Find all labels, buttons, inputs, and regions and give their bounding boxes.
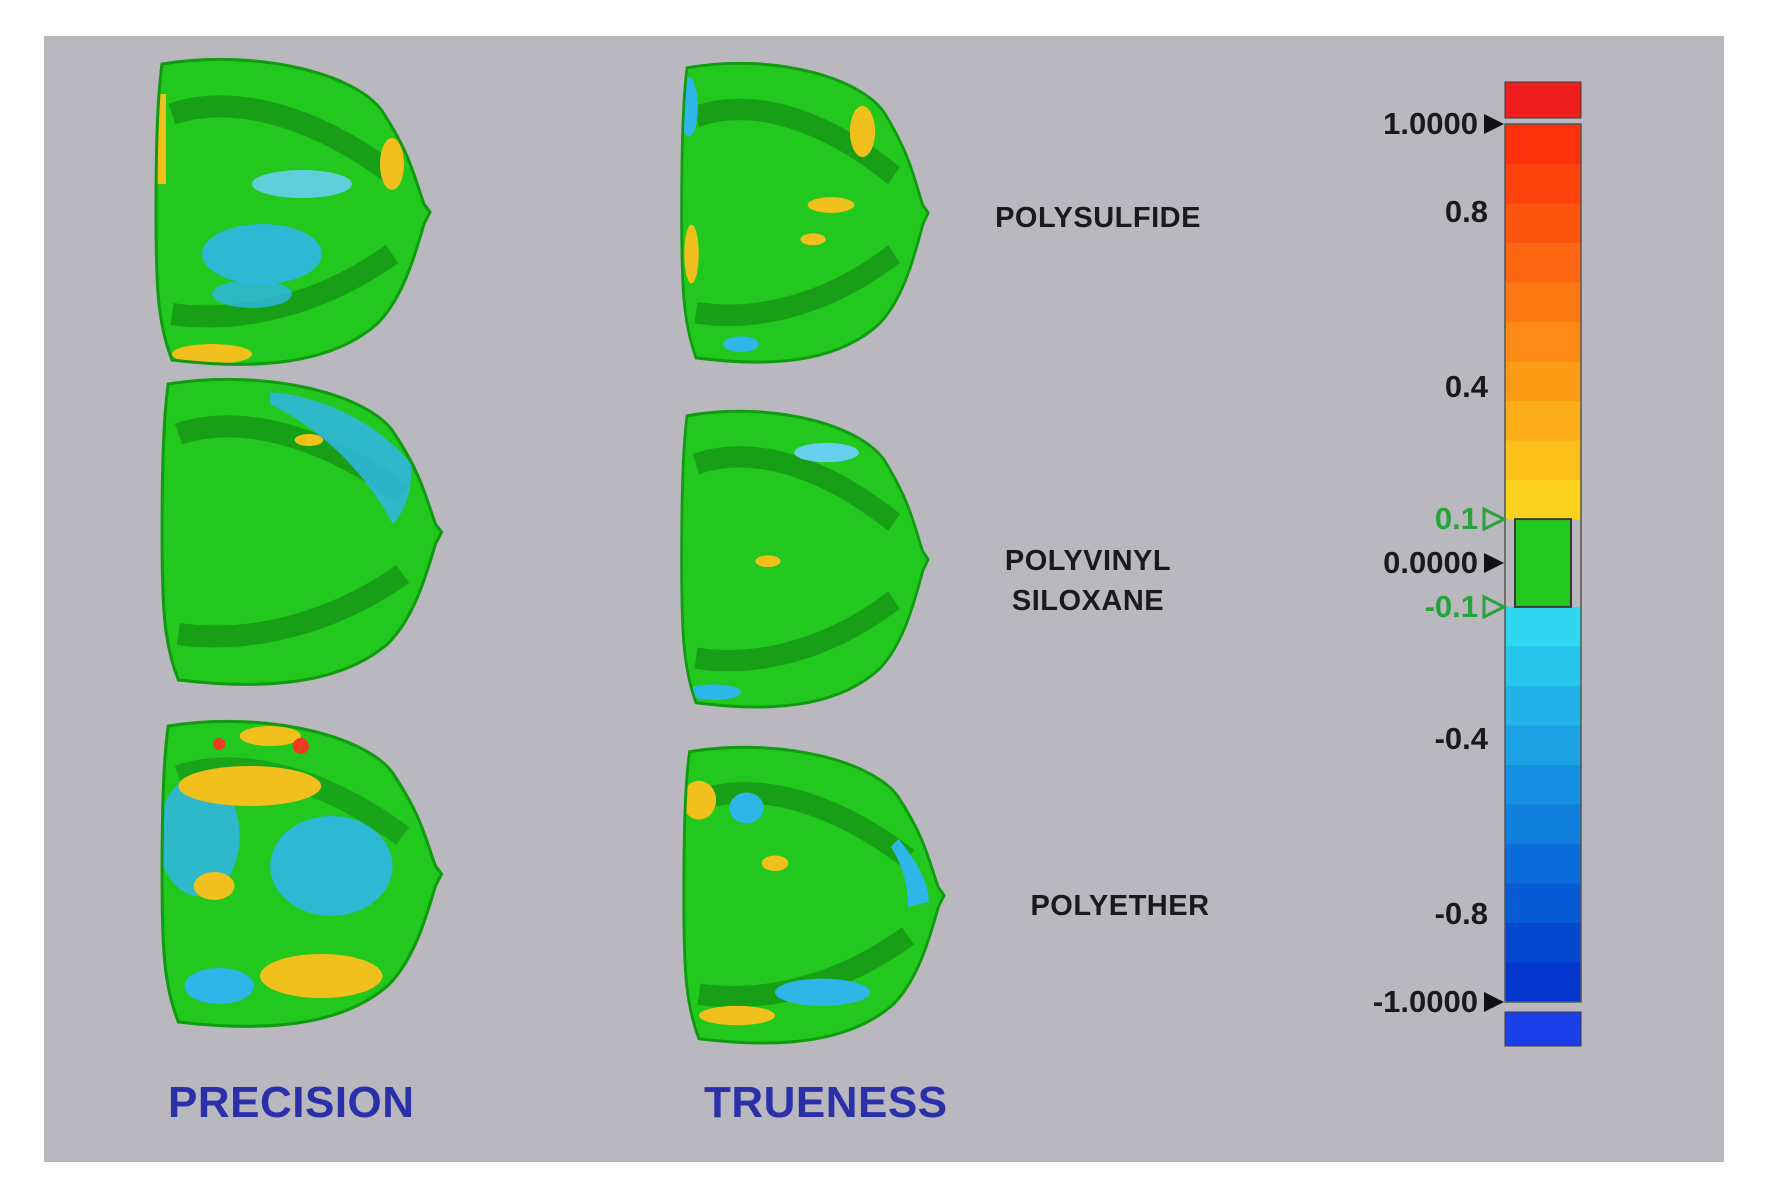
scale-tick-marker — [1484, 553, 1504, 573]
scale-tick-label: -0.1 — [1424, 588, 1478, 624]
scale-band-positive — [1505, 242, 1581, 283]
scale-band-positive — [1505, 282, 1581, 323]
scale-tick-label: 0.4 — [1444, 369, 1488, 405]
scale-tick-label: 0.1 — [1434, 501, 1478, 537]
scale-tick-label: 1.0000 — [1383, 106, 1478, 141]
scale-band-negative — [1505, 606, 1581, 647]
scale-band-negative — [1505, 804, 1581, 845]
scale-tick-marker — [1484, 114, 1504, 134]
scale-tick-marker — [1482, 594, 1508, 620]
scale-under-range — [1504, 1011, 1582, 1047]
scale-band-negative — [1505, 883, 1581, 924]
label-polyether: POLYETHER — [1030, 890, 1210, 922]
scale-band-positive — [1505, 361, 1581, 402]
label-trueness: TRUENESS — [704, 1078, 948, 1127]
scale-tick-marker — [1482, 506, 1508, 532]
scale-band-positive — [1505, 479, 1581, 520]
map-polysulfide-precision — [154, 57, 432, 366]
label-precision: PRECISION — [168, 1078, 415, 1127]
map-pvs-trueness — [680, 409, 930, 709]
scale-tick-marker — [1484, 992, 1504, 1012]
map-polysulfide-trueness — [680, 61, 930, 364]
map-pvs-precision — [160, 377, 444, 686]
scale-band-negative — [1505, 962, 1581, 1003]
map-polyether-precision — [160, 719, 444, 1028]
scale-band-positive — [1505, 124, 1581, 165]
label-polyvinyl: POLYVINYL — [1004, 545, 1172, 577]
label-siloxane: SILOXANE — [1011, 585, 1165, 617]
scale-tick-label: 0.0000 — [1383, 545, 1478, 580]
scale-tick-label: -0.8 — [1434, 896, 1488, 932]
scale-tick-label: -1.0000 — [1372, 984, 1478, 1019]
scale-band-negative — [1505, 685, 1581, 726]
scale-tolerance-band — [1514, 518, 1572, 608]
scale-band-positive — [1505, 321, 1581, 362]
scale-band-negative — [1505, 843, 1581, 884]
scale-outline — [1504, 123, 1582, 1003]
scale-over-range — [1504, 81, 1582, 119]
scale-band-negative — [1505, 764, 1581, 805]
scale-band-positive — [1505, 400, 1581, 441]
scale-band-positive — [1505, 440, 1581, 481]
map-polyether-trueness — [682, 745, 946, 1045]
label-polysulfide: POLYSULFIDE — [995, 202, 1201, 234]
scale-band-negative — [1505, 646, 1581, 687]
scale-tick-label: -0.4 — [1434, 720, 1488, 756]
scale-band-negative — [1505, 922, 1581, 963]
scale-tick-label: 0.8 — [1444, 193, 1488, 229]
scale-band-positive — [1505, 203, 1581, 244]
scale-band-positive — [1505, 163, 1581, 204]
scale-band-negative — [1505, 725, 1581, 766]
